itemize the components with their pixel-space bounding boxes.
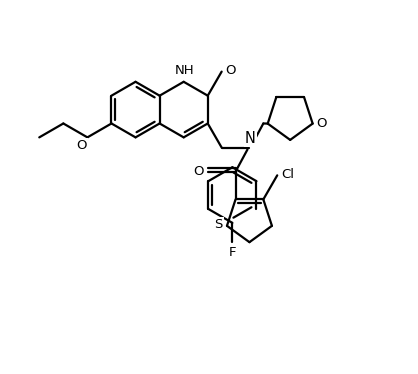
Text: O: O — [226, 64, 236, 77]
Text: Cl: Cl — [281, 168, 294, 181]
Text: O: O — [193, 165, 204, 178]
Text: O: O — [316, 117, 327, 130]
Text: F: F — [229, 246, 236, 259]
Text: O: O — [76, 140, 87, 152]
Text: S: S — [214, 218, 223, 232]
Text: NH: NH — [175, 64, 194, 77]
Text: N: N — [245, 131, 256, 145]
